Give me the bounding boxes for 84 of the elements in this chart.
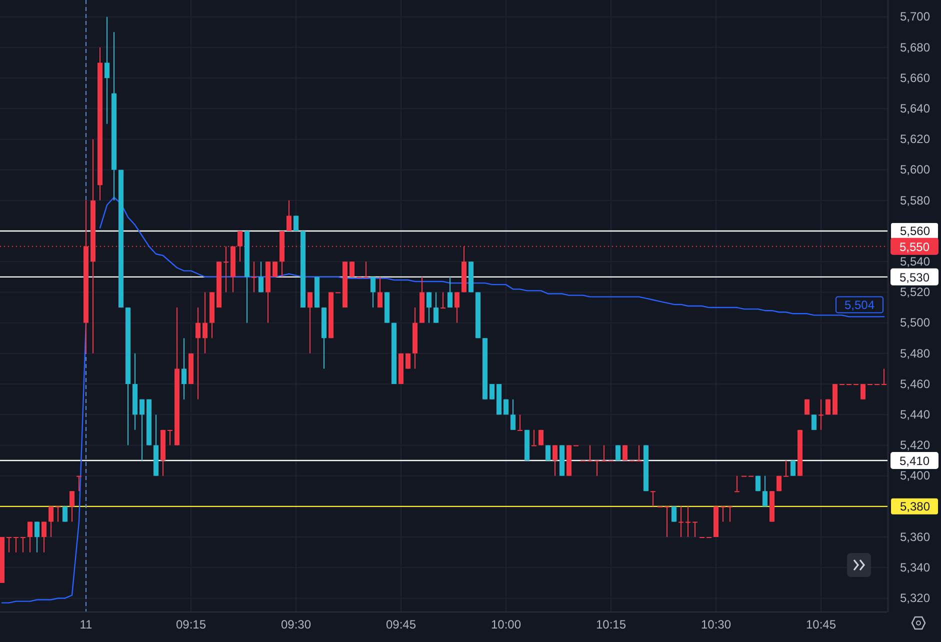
candlestick — [448, 276, 452, 308]
y-tick-label: 5,440 — [900, 407, 930, 422]
candlestick — [434, 292, 438, 324]
candlestick — [818, 398, 824, 430]
candlestick — [692, 521, 698, 538]
candlestick — [56, 506, 60, 522]
candlestick — [34, 521, 40, 553]
y-tick-label: 5,560 — [900, 224, 930, 238]
y-tick-label: 5,400 — [900, 468, 930, 483]
y-tick-label: 5,600 — [900, 162, 930, 177]
candlestick — [552, 444, 558, 476]
candlestick — [196, 307, 200, 400]
candlestick — [182, 338, 186, 400]
y-tick-label: 5,340 — [900, 560, 930, 574]
ref-line-label: 5,530 — [899, 270, 930, 284]
candlestick — [602, 444, 606, 462]
x-tick-label: 09:45 — [386, 618, 416, 632]
candlestick — [48, 506, 54, 538]
candlestick — [518, 414, 522, 431]
candlestick — [734, 475, 740, 492]
candlestick — [370, 276, 376, 308]
candlestick — [14, 536, 18, 553]
candlestick — [70, 490, 74, 522]
candlestick — [616, 444, 620, 462]
x-tick-label: 09:30 — [280, 618, 312, 632]
candlestick — [720, 506, 726, 522]
candlestick — [784, 460, 788, 477]
candlestick — [308, 292, 312, 354]
candlestick — [532, 429, 536, 446]
y-tick-label: 5,620 — [900, 132, 930, 146]
y-tick-label: 5,460 — [900, 376, 930, 391]
candlestick — [76, 475, 82, 492]
x-tick-label: 11 — [80, 618, 93, 632]
y-tick-label: 5,480 — [900, 346, 930, 360]
candlestick — [686, 506, 690, 538]
y-tick-label: 5,360 — [900, 530, 930, 544]
candlestick — [510, 398, 516, 430]
candlestick — [588, 444, 592, 462]
candlestick — [258, 261, 264, 293]
candlestick — [140, 398, 144, 462]
y-tick-label: 5,320 — [900, 591, 930, 606]
candlestick — [882, 368, 886, 386]
candlestick — [6, 536, 12, 553]
y-tick-label: 5,500 — [900, 316, 930, 330]
y-tick-label: 5,520 — [900, 285, 930, 300]
ref-line-label: 5,410 — [899, 454, 930, 468]
y-tick-label: 5,700 — [900, 10, 930, 24]
candlestick — [440, 292, 446, 309]
candlestick — [594, 460, 600, 476]
y-tick-label: 5,380 — [900, 499, 930, 514]
candlestick — [650, 490, 656, 507]
candlestick — [20, 536, 26, 553]
y-tick-label: 5,680 — [900, 40, 930, 54]
candlestick — [678, 506, 684, 538]
y-tick-label: 5,540 — [900, 254, 930, 268]
candlestick — [202, 292, 208, 354]
candlestick — [664, 506, 670, 538]
y-tick-label: 5,640 — [900, 101, 930, 116]
x-tick-label: 10:30 — [700, 618, 732, 632]
y-tick-label: 5,660 — [900, 70, 930, 85]
annotation: 5,504 — [844, 298, 875, 312]
candlestick — [546, 444, 550, 462]
candlestick — [728, 506, 732, 522]
x-tick-label: 10:45 — [806, 618, 836, 632]
candlestick — [252, 261, 256, 293]
y-tick-label: 5,420 — [900, 438, 930, 452]
candlestick — [364, 261, 368, 278]
x-tick-label: 10:00 — [490, 618, 522, 632]
candlestick — [168, 429, 172, 446]
candlestick — [426, 292, 432, 324]
ref-line-label: 5,550 — [899, 240, 930, 254]
candlestick — [104, 16, 110, 124]
candlestick — [294, 215, 298, 232]
candlestick — [622, 444, 628, 462]
x-tick-label: 10:15 — [596, 618, 626, 632]
candlestick — [454, 292, 460, 324]
candlestick — [378, 276, 382, 308]
candlestick — [762, 475, 768, 507]
candlestick — [28, 521, 32, 553]
candlestick — [42, 521, 46, 553]
x-tick-label: 09:15 — [176, 618, 206, 632]
candlestick — [286, 200, 292, 232]
candlestick — [636, 444, 642, 462]
y-tick-label: 5,580 — [900, 193, 930, 208]
